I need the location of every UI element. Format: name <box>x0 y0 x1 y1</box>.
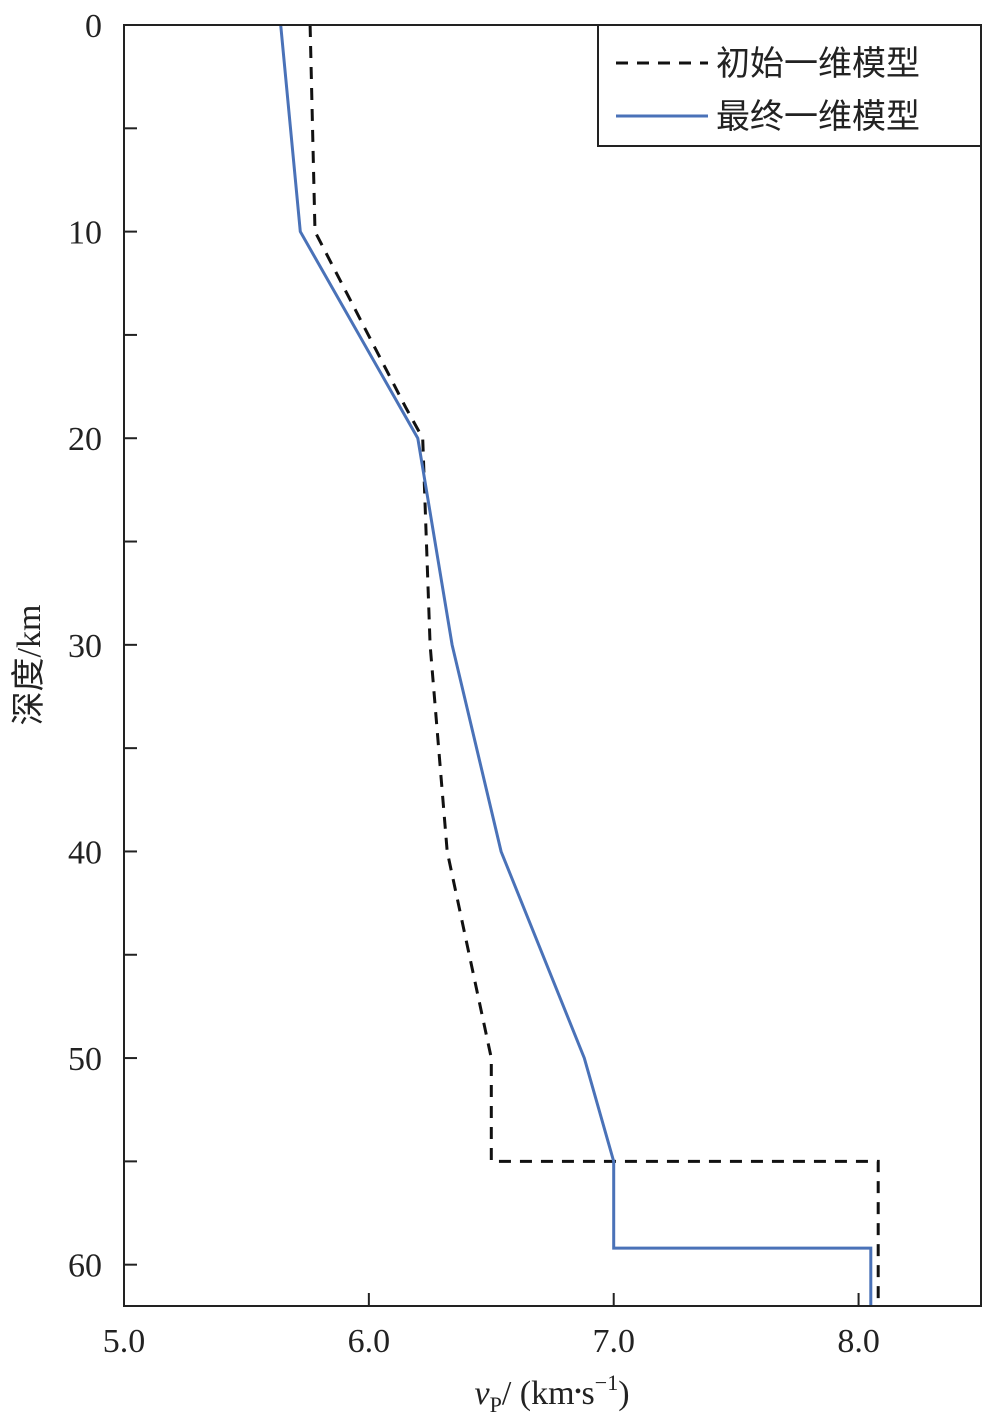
x-axis-label-unit: / (km <box>502 1375 575 1412</box>
series-lines <box>279 24 880 1306</box>
legend: 初始一维模型 最终一维模型 <box>597 24 982 147</box>
x-tick-label: 5.0 <box>103 1323 146 1360</box>
legend-label-initial: 初始一维模型 <box>716 44 920 84</box>
y-tick-label: 50 <box>68 1041 102 1078</box>
x-axis-label-s: s <box>582 1375 595 1412</box>
x-tick-label: 8.0 <box>837 1323 880 1360</box>
legend-box <box>597 24 982 147</box>
y-tick-label: 60 <box>68 1248 102 1285</box>
x-tick-label: 7.0 <box>592 1323 635 1360</box>
x-axis-label: vP/ (km•s−1) <box>474 1370 629 1417</box>
y-tick-label: 10 <box>68 215 102 252</box>
x-axis-label-sub: P <box>490 1392 502 1417</box>
plot-area-frame <box>123 24 982 1307</box>
legend-label-final: 最终一维模型 <box>716 97 920 137</box>
series-line-final-model <box>279 24 873 1306</box>
x-axis-label-close: ) <box>618 1375 629 1412</box>
series-line-initial-model <box>308 24 880 1306</box>
y-axis-label: 深度/km <box>10 605 48 726</box>
x-tick-label: 6.0 <box>348 1323 391 1360</box>
x-axis-label-dot: • <box>575 1381 582 1403</box>
y-tick-label: 20 <box>68 421 102 458</box>
x-tick-labels: 5.0 6.0 7.0 8.0 <box>103 1323 880 1360</box>
y-tick-label: 30 <box>68 628 102 665</box>
y-tick-label: 40 <box>68 834 102 871</box>
x-axis-label-sup: −1 <box>595 1370 618 1395</box>
x-axis-label-var: v <box>474 1375 490 1412</box>
y-tick-label: 0 <box>85 8 102 45</box>
y-tick-labels: 0 10 20 30 40 50 60 <box>68 8 102 1285</box>
